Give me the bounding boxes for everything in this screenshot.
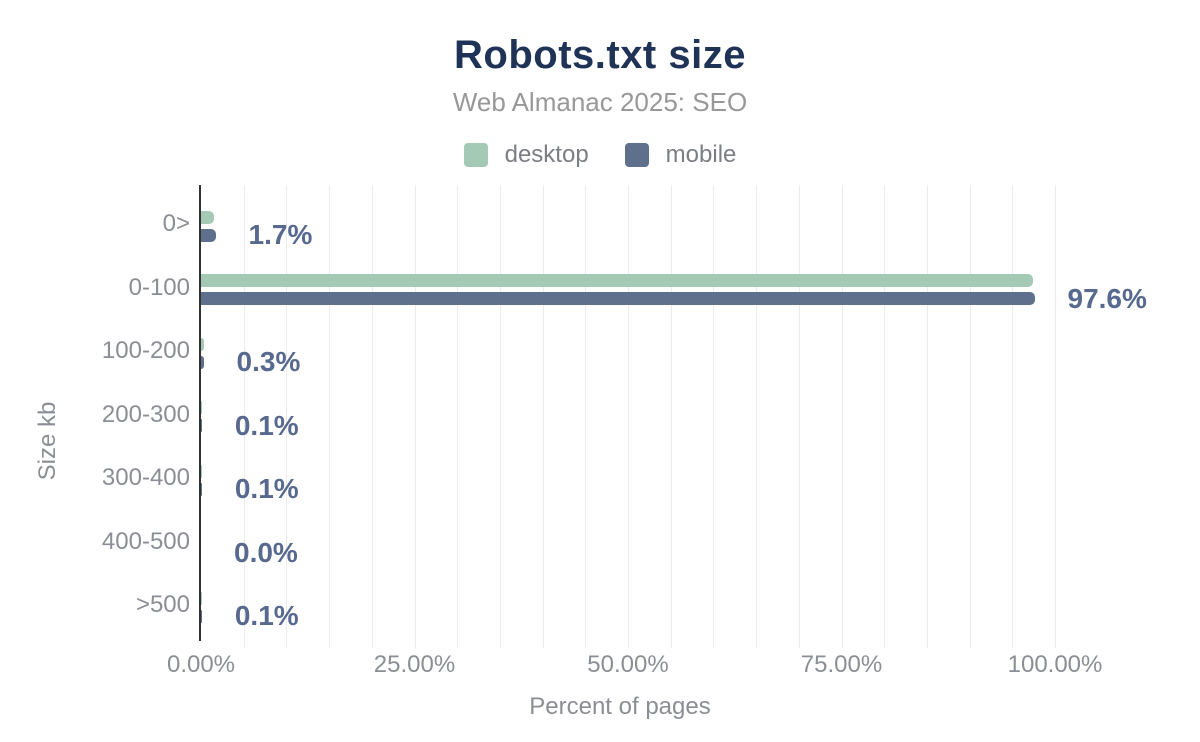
category-label: 100-200: [101, 337, 190, 364]
gridline: [329, 185, 331, 648]
gridline: [713, 185, 715, 648]
bar-desktop[interactable]: [201, 210, 214, 224]
value-label: 97.6%: [1067, 282, 1147, 314]
legend-label-desktop: desktop: [504, 141, 589, 168]
bar-desktop[interactable]: [201, 591, 203, 605]
bar-desktop[interactable]: [201, 337, 204, 351]
gridline: [286, 185, 288, 648]
bar-mobile[interactable]: [201, 355, 204, 369]
value-label: 0.3%: [236, 346, 301, 377]
x-tick-label: 25.00%: [373, 651, 456, 678]
value-label: 0.1%: [234, 473, 299, 504]
bar-mobile[interactable]: [201, 609, 203, 623]
gridline: [756, 185, 758, 648]
x-tick-label: 75.00%: [800, 651, 883, 678]
bar-mobile[interactable]: [201, 482, 203, 496]
bar-mobile[interactable]: [201, 228, 216, 242]
legend-item-mobile[interactable]: mobile: [624, 141, 737, 169]
x-tick-label: 50.00%: [587, 651, 669, 678]
gridline: [670, 185, 672, 648]
x-tick-label: 0.00%: [166, 651, 236, 678]
gridline: [542, 185, 544, 648]
legend-item-desktop[interactable]: desktop: [463, 141, 589, 169]
category-label: 0>: [162, 210, 190, 237]
y-axis-line: [199, 185, 201, 641]
category-label: 0-100: [128, 273, 190, 301]
bar-desktop[interactable]: [201, 464, 203, 478]
gridline: [798, 185, 800, 648]
gridline: [628, 185, 629, 648]
category-label: 400-500: [101, 527, 190, 555]
value-label: 0.1%: [234, 600, 299, 631]
gridline: [926, 185, 928, 648]
gridline: [969, 185, 971, 648]
legend-label-mobile: mobile: [665, 141, 737, 168]
bar-desktop[interactable]: [201, 274, 1033, 287]
bar-desktop[interactable]: [201, 401, 203, 414]
legend: desktop mobile: [0, 141, 1200, 169]
gridline: [585, 185, 587, 648]
value-label: 1.7%: [248, 219, 313, 250]
gridline: [414, 185, 416, 648]
chart-subtitle: Web Almanac 2025: SEO: [452, 87, 748, 117]
bar-mobile[interactable]: [201, 292, 1035, 305]
gridline: [499, 185, 501, 648]
gridline: [1055, 185, 1056, 648]
mobile-swatch-icon: [624, 143, 649, 167]
chart-title: Robots.txt size: [454, 33, 746, 77]
y-axis-title: Size kb: [34, 401, 61, 481]
value-label: 0.0%: [234, 536, 298, 568]
x-axis-title: Percent of pages: [529, 693, 711, 720]
x-tick-label: 100.00%: [1007, 651, 1103, 678]
gridline: [243, 185, 245, 648]
gridline: [884, 185, 886, 648]
category-label: 300-400: [101, 464, 190, 491]
gridline: [371, 185, 373, 648]
category-label: 200-300: [101, 400, 190, 428]
gridline: [1012, 185, 1014, 648]
desktop-swatch-icon: [463, 143, 488, 167]
category-label: >500: [135, 591, 190, 618]
bar-mobile[interactable]: [201, 419, 203, 432]
gridline: [841, 185, 843, 648]
gridline: [457, 185, 459, 648]
value-label: 0.1%: [234, 409, 299, 441]
